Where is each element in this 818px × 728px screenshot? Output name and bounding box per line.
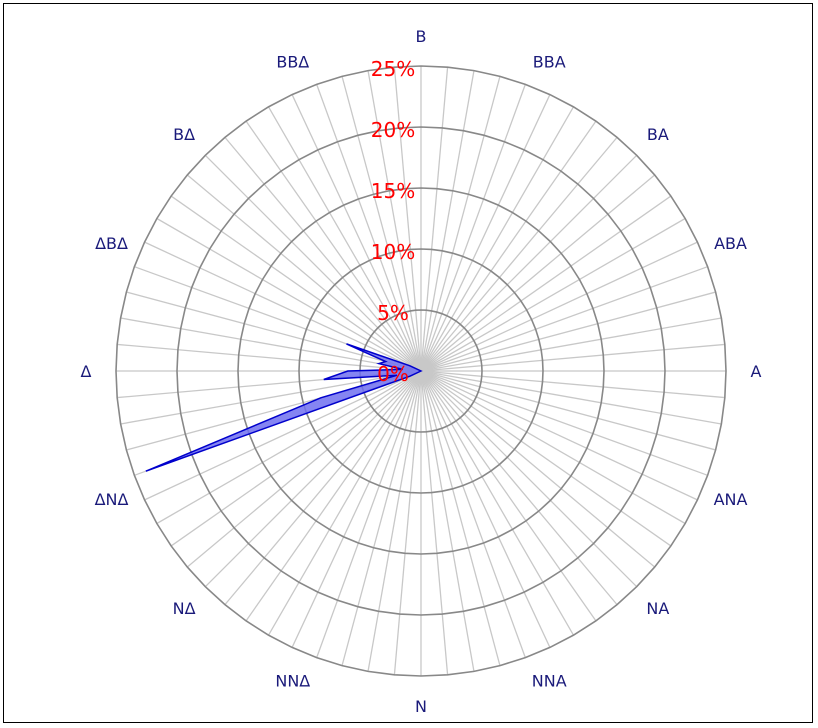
direction-label: NNΔ [275, 672, 310, 691]
direction-labels: B BBA BA ABA A ANA NA NNA N NNΔ NΔ ΔNΔ Δ ΔBΔ BΔ BBΔ [81, 27, 762, 716]
direction-label: NA [646, 599, 669, 618]
spoke-line [420, 370, 708, 476]
ring-5 [359, 309, 483, 433]
spoke-line [120, 317, 422, 372]
spoke-line [170, 195, 422, 372]
spoke-line [420, 370, 501, 666]
spoke-line [316, 370, 422, 658]
direction-label: ΔNΔ [95, 490, 129, 509]
spoke-line [224, 136, 422, 372]
spoke-line [420, 370, 475, 672]
spoke-line [144, 370, 422, 501]
spoke-line [420, 120, 597, 372]
spoke-line [420, 370, 656, 568]
spoke-line [420, 317, 722, 372]
ring-label: 25% [371, 57, 415, 81]
spoke-line [420, 154, 638, 372]
spoke-line [420, 70, 475, 372]
spoke-line [367, 370, 422, 672]
wind-rose-chart: 0% 5% 10% 15% 20% 25% B BBA BA ABA A ANA NA NNA N NNΔ N… [81, 27, 762, 716]
direction-label: A [751, 362, 762, 381]
direction-label: B [416, 27, 427, 46]
spoke-line [420, 370, 449, 675]
spoke-line [420, 67, 449, 372]
spoke-line [367, 70, 422, 372]
spoke-line [204, 154, 422, 372]
direction-label: ABA [714, 234, 747, 253]
spoke-line [420, 266, 708, 372]
spoke-line [393, 67, 422, 372]
direction-label: BBA [533, 53, 566, 72]
spokes [116, 66, 726, 676]
spoke-line [420, 370, 725, 399]
spoke-line [120, 370, 422, 425]
spoke-line [245, 370, 422, 622]
ring-label: 10% [371, 240, 415, 264]
spoke-line [204, 370, 422, 588]
spoke-line [420, 106, 575, 372]
ring-10 [298, 248, 544, 494]
direction-label: N [415, 697, 427, 716]
spoke-line [420, 136, 618, 372]
spoke-line [341, 76, 422, 372]
direction-label: Δ [81, 362, 92, 381]
direction-label: ANA [714, 490, 748, 509]
ring-15 [237, 187, 605, 555]
spoke-line [420, 370, 698, 501]
spoke-line [420, 84, 526, 372]
spoke-line [420, 370, 575, 636]
spoke-line [420, 174, 656, 372]
series [145, 343, 423, 472]
spoke-line [186, 174, 422, 372]
direction-label: BA [647, 125, 669, 144]
spoke-line [156, 217, 422, 372]
spoke-line [420, 370, 526, 658]
spoke-line [144, 241, 422, 372]
spoke-line [126, 291, 422, 372]
spoke-line [186, 370, 422, 568]
spoke-line [420, 370, 618, 606]
spoke-line [420, 370, 686, 525]
spoke-line [224, 370, 422, 606]
spoke-line [420, 370, 551, 648]
spoke-line [420, 291, 716, 372]
direction-label: ΔBΔ [95, 234, 128, 253]
spoke-line [245, 120, 422, 372]
spoke-line [291, 370, 422, 648]
spoke-line [420, 370, 597, 622]
spoke-line [420, 76, 501, 372]
spoke-line [267, 370, 422, 636]
spoke-line [420, 370, 722, 425]
ring-labels: 0% 5% 10% 15% 20% 25% [371, 57, 415, 386]
spoke-line [420, 241, 698, 372]
chart-frame: 0% 5% 10% 15% 20% 25% B BBA BA ABA A ANA NA NNA N NNΔ N… [3, 3, 813, 723]
spoke-line [267, 106, 422, 372]
ring-label: 5% [377, 301, 409, 325]
spoke-line [170, 370, 422, 547]
spoke-line [316, 84, 422, 372]
spoke-line [156, 370, 422, 525]
spoke-line [341, 370, 422, 666]
rings [115, 65, 727, 677]
direction-label: NNA [532, 672, 567, 691]
spoke-line [420, 370, 638, 588]
spoke-line [420, 370, 672, 547]
direction-label: NΔ [173, 599, 196, 618]
spoke-line [420, 217, 686, 372]
spoke-line [420, 343, 725, 372]
spoke-line [291, 94, 422, 372]
direction-label: BΔ [173, 125, 195, 144]
ring-label: 20% [371, 118, 415, 142]
spoke-line [420, 370, 716, 451]
spoke-line [420, 195, 672, 372]
spoke-line [117, 343, 422, 372]
ring-20 [176, 126, 666, 616]
ring-label: 0% [377, 362, 409, 386]
ring-25 [115, 65, 727, 677]
direction-label: BBΔ [276, 53, 309, 72]
series-area [145, 343, 423, 472]
ring-label: 15% [371, 179, 415, 203]
spoke-line [420, 94, 551, 372]
spoke-line [393, 370, 422, 675]
